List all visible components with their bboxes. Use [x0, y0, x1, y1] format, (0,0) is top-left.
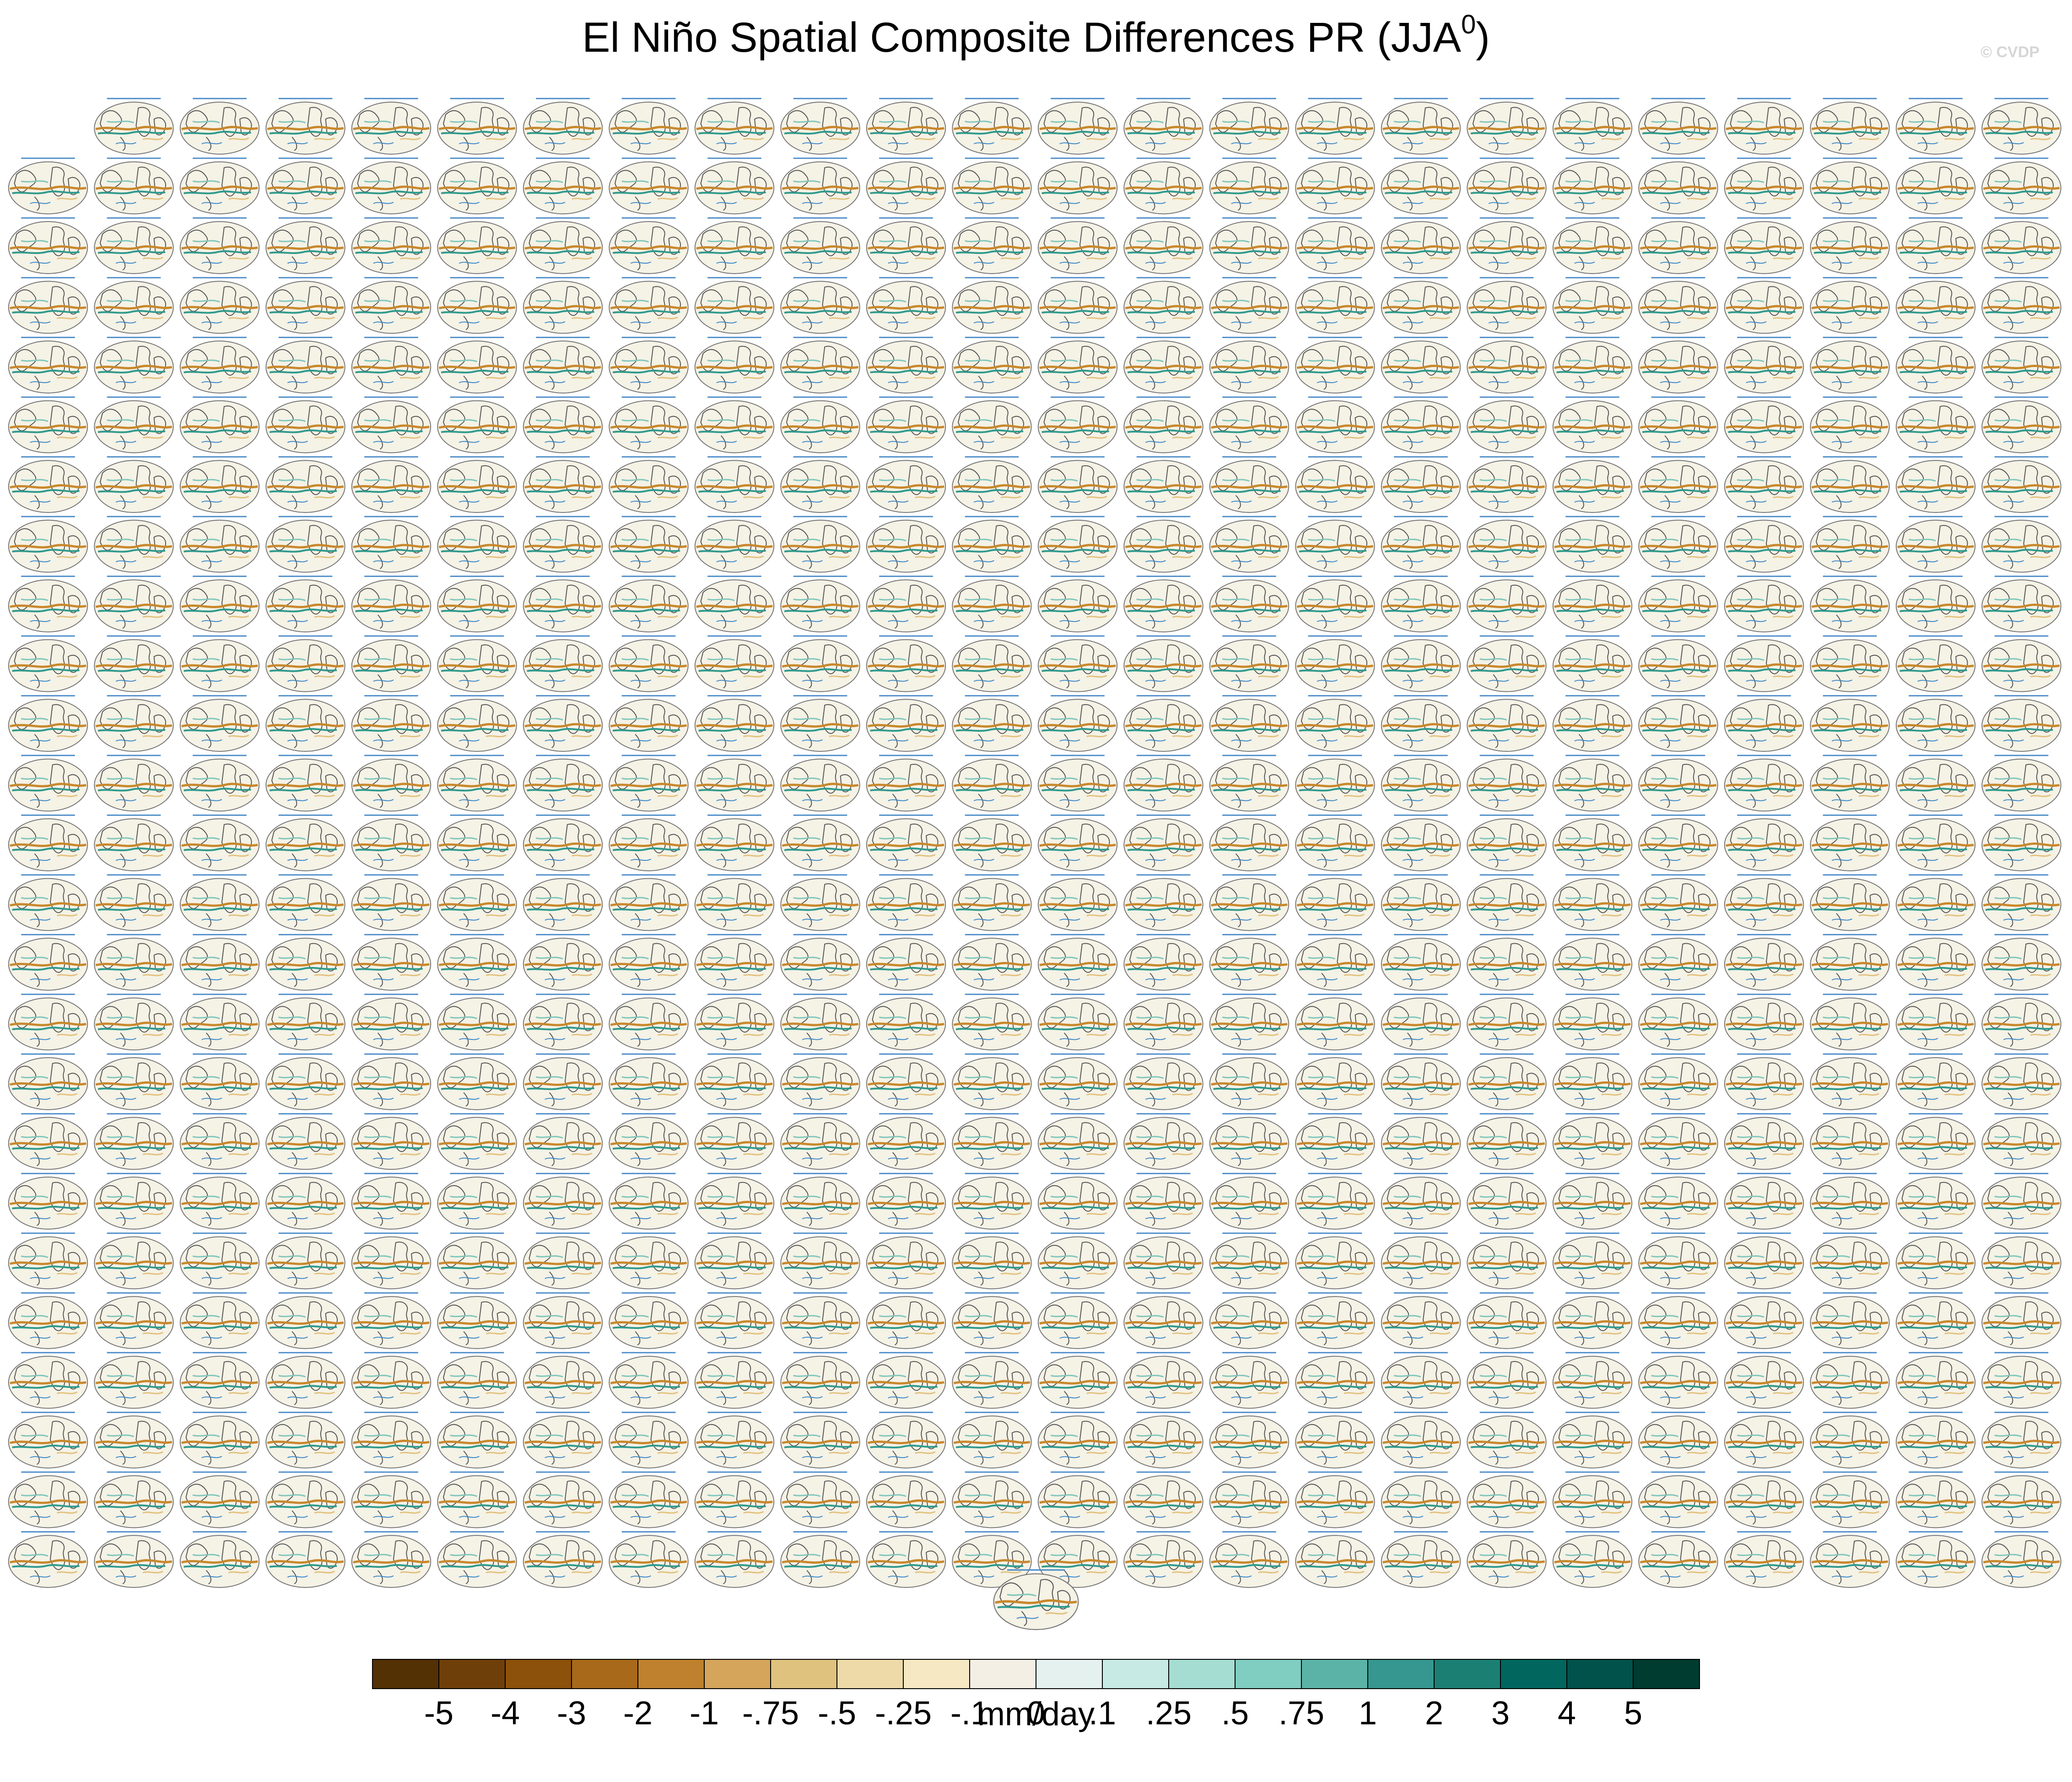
colorbar-box	[637, 1659, 705, 1689]
colorbar-box	[505, 1659, 572, 1689]
colorbar-tick-label: -4	[491, 1695, 520, 1732]
colorbar-tick-label: -3	[557, 1695, 586, 1732]
colorbar-tick-label: .75	[1279, 1695, 1324, 1732]
colorbar-tick-label: .25	[1146, 1695, 1192, 1732]
colorbar-box	[903, 1659, 970, 1689]
colorbar-box	[1168, 1659, 1236, 1689]
colorbar-box	[1301, 1659, 1368, 1689]
colorbar-box	[438, 1659, 506, 1689]
colorbar-tick-label: .1	[1089, 1695, 1116, 1732]
colorbar-box	[1235, 1659, 1302, 1689]
colorbar-box	[372, 1659, 439, 1689]
colorbar-tick-label: -1	[690, 1695, 719, 1732]
colorbar-box	[1434, 1659, 1501, 1689]
colorbar-box	[836, 1659, 904, 1689]
colorbar-tick-label: 1	[1359, 1695, 1377, 1732]
colorbar-box	[1102, 1659, 1169, 1689]
colorbar-tick-label: .5	[1221, 1695, 1249, 1732]
colorbar-tick-label: 0	[1027, 1695, 1045, 1732]
colorbar-tick-label: -5	[424, 1695, 453, 1732]
colorbar-box	[1367, 1659, 1435, 1689]
colorbar-tick-label: 2	[1425, 1695, 1443, 1732]
colorbar-tick-label: -2	[623, 1695, 653, 1732]
colorbar-box	[1036, 1659, 1103, 1689]
colorbar-tick-label: 4	[1558, 1695, 1576, 1732]
colorbar-box	[704, 1659, 771, 1689]
colorbar-box	[770, 1659, 837, 1689]
colorbar-box	[1500, 1659, 1567, 1689]
colorbar-tick-label: -.25	[875, 1695, 932, 1732]
chart-title: El Niño Spatial Composite Differences PR…	[582, 10, 1490, 61]
watermark: © CVDP	[1980, 43, 2040, 61]
colorbar-box	[1633, 1659, 1700, 1689]
colorbar-box	[1566, 1659, 1634, 1689]
colorbar-box	[969, 1659, 1036, 1689]
colorbar-tick-label: -.5	[818, 1695, 856, 1732]
colorbar-box	[571, 1659, 638, 1689]
colorbar-unit-label: mm/day	[977, 1696, 1095, 1733]
colorbar-tick-label: -.1	[950, 1695, 989, 1732]
colorbar-tick-label: -.75	[742, 1695, 799, 1732]
colorbar-tick-label: 5	[1624, 1695, 1642, 1732]
colorbar-tick-label: 3	[1491, 1695, 1510, 1732]
